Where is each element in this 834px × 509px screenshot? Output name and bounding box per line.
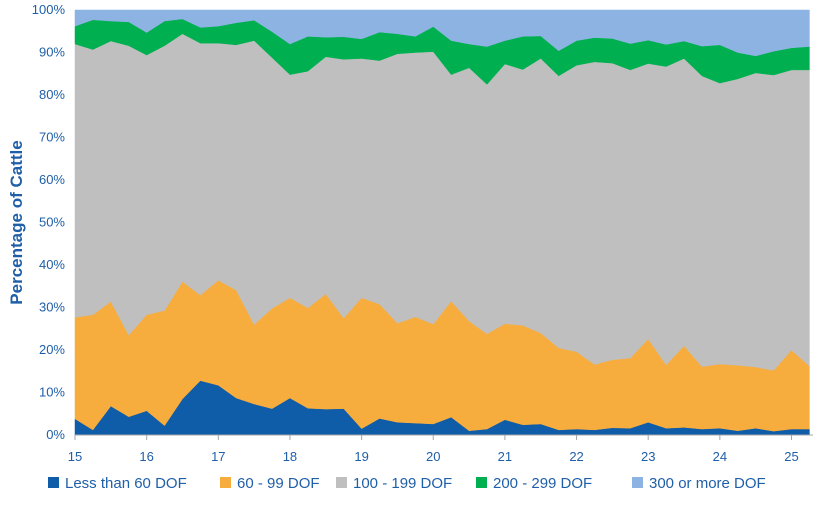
x-tick-label: 22: [569, 449, 583, 464]
legend-swatch: [336, 477, 347, 488]
x-tick-label: 18: [283, 449, 297, 464]
x-tick-label: 23: [641, 449, 655, 464]
legend-swatch: [220, 477, 231, 488]
area-series-5: [74, 9, 810, 57]
y-tick-label: 40%: [39, 257, 65, 272]
legend: Less than 60 DOF 60 - 99 DOF 100 - 199 DOF…: [48, 475, 766, 492]
y-tick-label: 60%: [39, 172, 65, 187]
x-tick-label: 24: [713, 449, 727, 464]
y-axis-title: Percentage of Cattle: [7, 140, 26, 304]
x-tick-label: 25: [784, 449, 798, 464]
y-tick-label: 20%: [39, 342, 65, 357]
legend-swatch: [632, 477, 643, 488]
y-tick-label: 0%: [46, 427, 65, 442]
legend-label: 200 - 299 DOF: [493, 475, 592, 492]
x-tick-label: 15: [68, 449, 82, 464]
y-tick-label: 30%: [39, 300, 65, 315]
legend-label: Less than 60 DOF: [65, 475, 187, 492]
x-tick-label: 21: [498, 449, 512, 464]
y-tick-label: 10%: [39, 385, 65, 400]
x-tick-label: 16: [139, 449, 153, 464]
x-tick-label: 20: [426, 449, 440, 464]
y-tick-label: 90%: [39, 45, 65, 60]
y-tick-label: 80%: [39, 87, 65, 102]
y-tick-label: 50%: [39, 215, 65, 230]
legend-label: 100 - 199 DOF: [353, 475, 452, 492]
y-axis: 0% 10% 20% 30% 40% 50% 60% 70% 80% 90% 100%: [32, 2, 66, 442]
legend-label: 300 or more DOF: [649, 475, 766, 492]
y-tick-label: 70%: [39, 130, 65, 145]
y-tick-label: 100%: [32, 2, 66, 17]
x-tick-label: 17: [211, 449, 225, 464]
x-axis: 15 16 17 18 19 20 21 22 23 24 25: [68, 435, 799, 464]
legend-swatch: [476, 477, 487, 488]
x-tick-label: 19: [354, 449, 368, 464]
chart-areas: [74, 9, 810, 436]
legend-label: 60 - 99 DOF: [237, 475, 320, 492]
legend-swatch: [48, 477, 59, 488]
